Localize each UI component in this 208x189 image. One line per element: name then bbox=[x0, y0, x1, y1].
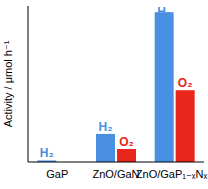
labels: H₂ GaP H₂ O₂ ZnO/GaN H₂ O₂ ZnO/GaP₁₋ₓNₓ bbox=[40, 5, 208, 180]
x-axis bbox=[28, 162, 204, 163]
bar bbox=[117, 149, 136, 162]
bar bbox=[176, 90, 195, 162]
bar bbox=[155, 12, 174, 162]
y-axis-label: Activity / μmol h⁻¹ bbox=[2, 40, 14, 127]
category-label: ZnO/GaN bbox=[92, 168, 139, 180]
bars bbox=[37, 12, 194, 162]
y-axis bbox=[28, 6, 29, 162]
series-label: O₂ bbox=[178, 76, 193, 90]
series-label: H₂ bbox=[99, 120, 113, 134]
series-label: H₂ bbox=[157, 5, 171, 19]
chart: Activity / μmol h⁻¹ H₂ GaP H₂ O₂ ZnO/GaN H₂ O₂ Z… bbox=[0, 0, 208, 189]
category-label: GaP bbox=[46, 168, 68, 180]
series-label: H₂ bbox=[40, 146, 54, 160]
category-label: ZnO/GaP₁₋ₓNₓ bbox=[136, 168, 208, 180]
bar bbox=[96, 134, 115, 162]
series-label: O₂ bbox=[119, 135, 134, 149]
